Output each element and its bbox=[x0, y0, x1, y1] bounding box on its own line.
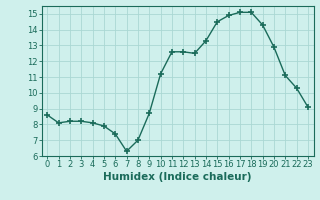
X-axis label: Humidex (Indice chaleur): Humidex (Indice chaleur) bbox=[103, 172, 252, 182]
